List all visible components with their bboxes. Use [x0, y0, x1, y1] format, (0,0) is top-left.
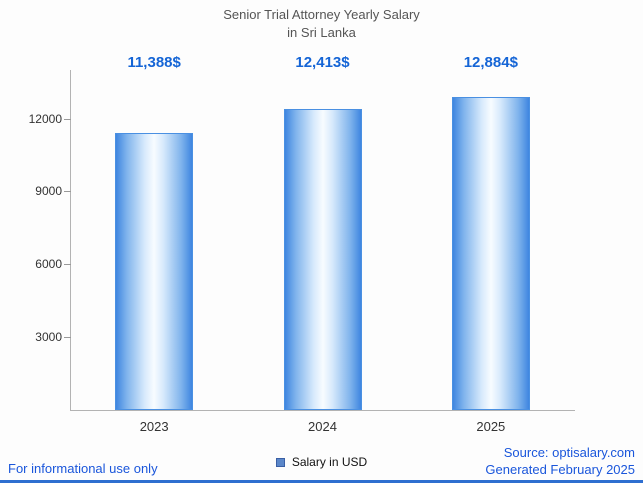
chart-title: Senior Trial Attorney Yearly Salary in S… — [0, 6, 643, 41]
bar-value-label: 11,388$ — [127, 54, 181, 71]
y-tick-mark — [64, 264, 71, 266]
bar-value-label: 12,884$ — [463, 54, 518, 71]
bottom-accent-strip — [0, 480, 643, 483]
x-tick-label: 2023 — [139, 419, 169, 434]
y-tick-mark — [64, 118, 71, 120]
legend-swatch-icon — [275, 457, 285, 467]
x-tick-label: 2024 — [308, 419, 337, 434]
y-tick-mark — [64, 191, 71, 193]
chart-title-line1: Senior Trial Attorney Yearly Salary — [223, 7, 420, 22]
x-tick-label: 2025 — [476, 419, 506, 434]
y-tick-label: 6000 — [35, 257, 62, 272]
footer-source-block: Source: optisalary.com Generated Februar… — [485, 444, 635, 478]
chart-title-line2: in Sri Lanka — [287, 24, 356, 40]
y-tick-label: 9000 — [35, 184, 62, 199]
y-tick-mark — [64, 337, 71, 339]
y-axis-line — [70, 70, 71, 411]
disclaimer-text: For informational use only — [8, 461, 158, 476]
y-tick-label: 12000 — [28, 111, 62, 126]
bar[interactable] — [451, 97, 530, 410]
generated-date: Generated February 2025 — [485, 462, 635, 477]
bar[interactable] — [283, 108, 362, 410]
x-axis-line — [70, 410, 575, 411]
source-link[interactable]: Source: optisalary.com — [503, 445, 635, 460]
bar-value-label: 12,413$ — [295, 54, 350, 71]
bar[interactable] — [115, 133, 194, 410]
legend-label: Salary in USD — [291, 455, 368, 469]
legend[interactable]: Salary in USD — [0, 455, 643, 469]
y-tick-label: 3000 — [35, 330, 62, 345]
